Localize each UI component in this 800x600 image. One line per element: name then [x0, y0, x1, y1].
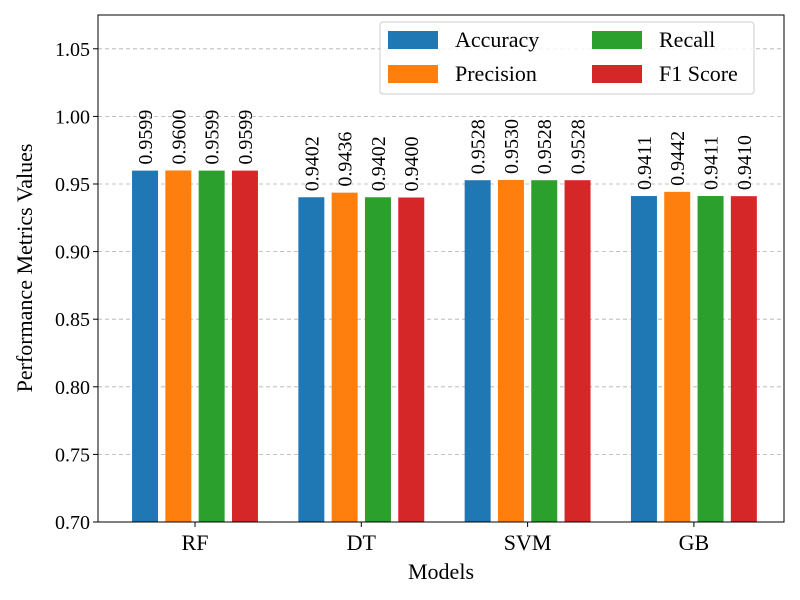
y-tick-label: 0.75: [55, 444, 90, 466]
y-tick-label: 0.85: [55, 309, 90, 331]
bar-value-label: 0.9599: [135, 110, 157, 165]
x-tick-label: RF: [182, 530, 209, 555]
bar-value-label: 0.9530: [501, 119, 523, 174]
bar: [564, 180, 591, 522]
bar: [331, 192, 358, 522]
bar: [630, 196, 657, 522]
bar-value-labels: 0.9599 0.9600 0.9599 0.9599 0.9402 0.9436 0.94…: [135, 109, 756, 191]
bar: [198, 170, 225, 522]
legend-item: Accuracy: [388, 27, 539, 52]
bar: [398, 197, 425, 522]
legend-frame: [379, 21, 755, 95]
legend-swatch: [592, 31, 642, 49]
bar-value-label: 0.9599: [235, 110, 257, 165]
y-axis-ticks: 0.70 0.75 0.80 0.85 0.90 0.95 1.00 1.05: [55, 39, 98, 534]
legend-swatch: [592, 65, 642, 83]
bar: [730, 196, 757, 522]
legend-item: Recall: [592, 27, 715, 52]
bar: [697, 196, 724, 522]
x-tick-label: SVM: [504, 530, 552, 555]
bar: [165, 170, 192, 523]
x-axis-ticks: RF DT SVM GB: [182, 522, 710, 555]
legend: Accuracy Precision Recall F1 Score: [379, 21, 755, 95]
x-tick-label: GB: [679, 530, 710, 555]
bar: [132, 170, 159, 522]
bar: [231, 170, 258, 522]
legend-swatch: [388, 65, 438, 83]
bar-value-label: 0.9599: [202, 110, 224, 165]
legend-label: F1 Score: [659, 61, 738, 86]
bar-value-label: 0.9402: [301, 136, 323, 191]
y-tick-label: 0.95: [55, 174, 90, 196]
bar: [531, 180, 558, 522]
x-axis-title: Models: [408, 559, 474, 584]
y-tick-label: 1.05: [55, 39, 90, 61]
y-tick-label: 1.00: [55, 106, 90, 128]
bar-value-label: 0.9411: [634, 136, 656, 190]
bar: [664, 191, 691, 522]
bar-value-label: 0.9600: [168, 109, 190, 164]
bar: [464, 180, 491, 522]
legend-label: Precision: [455, 61, 537, 86]
bar-value-label: 0.9528: [468, 119, 490, 174]
legend-item: F1 Score: [592, 61, 738, 86]
y-axis-title: Performance Metrics Values: [12, 144, 37, 393]
bar: [364, 197, 391, 522]
legend-label: Recall: [659, 27, 715, 52]
bar: [298, 197, 325, 522]
bar: [497, 179, 524, 522]
bar-group: [132, 170, 757, 523]
bar-value-label: 0.9400: [401, 137, 423, 192]
bar-value-label: 0.9528: [534, 119, 556, 174]
bar-value-label: 0.9436: [335, 132, 357, 187]
plot-frame: [97, 14, 785, 523]
legend-item: Precision: [388, 61, 537, 86]
bar-value-label: 0.9442: [667, 131, 689, 186]
legend-swatch: [388, 31, 438, 49]
x-tick-label: DT: [347, 530, 377, 555]
bar-value-label: 0.9402: [368, 136, 390, 191]
bar-value-label: 0.9411: [701, 136, 723, 190]
legend-label: Accuracy: [455, 27, 539, 52]
bar-value-label: 0.9528: [568, 119, 590, 174]
y-tick-label: 0.90: [55, 242, 90, 264]
y-tick-label: 0.70: [55, 512, 90, 534]
y-tick-label: 0.80: [55, 377, 90, 399]
bar-value-label: 0.9410: [734, 135, 756, 190]
